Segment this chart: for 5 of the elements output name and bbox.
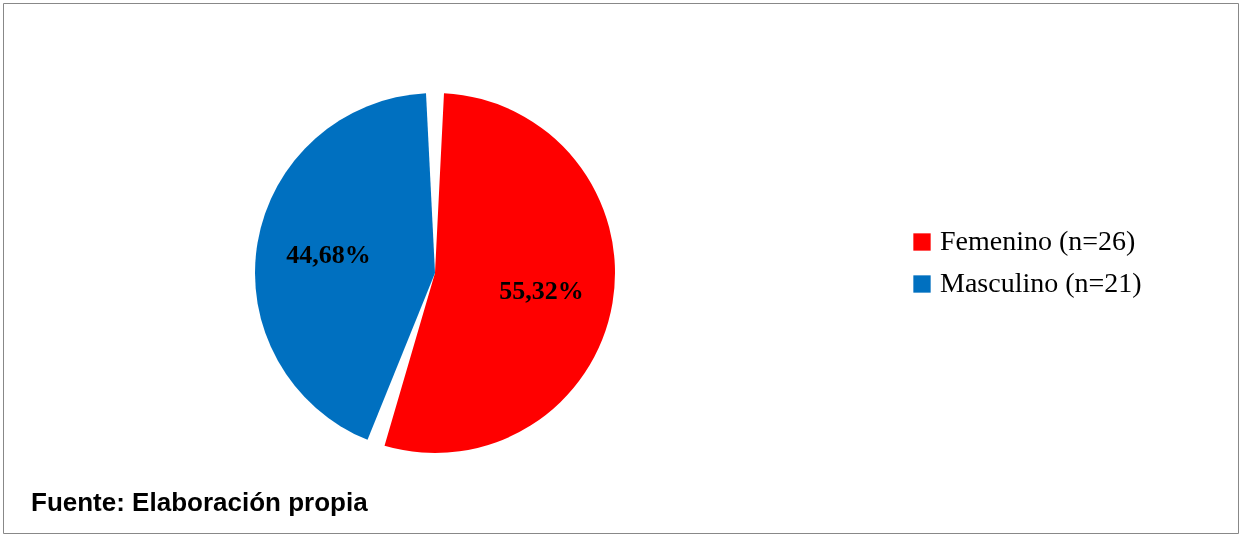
legend-label: Femenino (n=26) [940,225,1136,256]
legend-label: Masculino (n=21) [940,267,1142,298]
source-note: Fuente: Elaboración propia [31,487,369,517]
data-label: 55,32% [499,275,584,305]
data-label: 44,68% [286,240,371,270]
